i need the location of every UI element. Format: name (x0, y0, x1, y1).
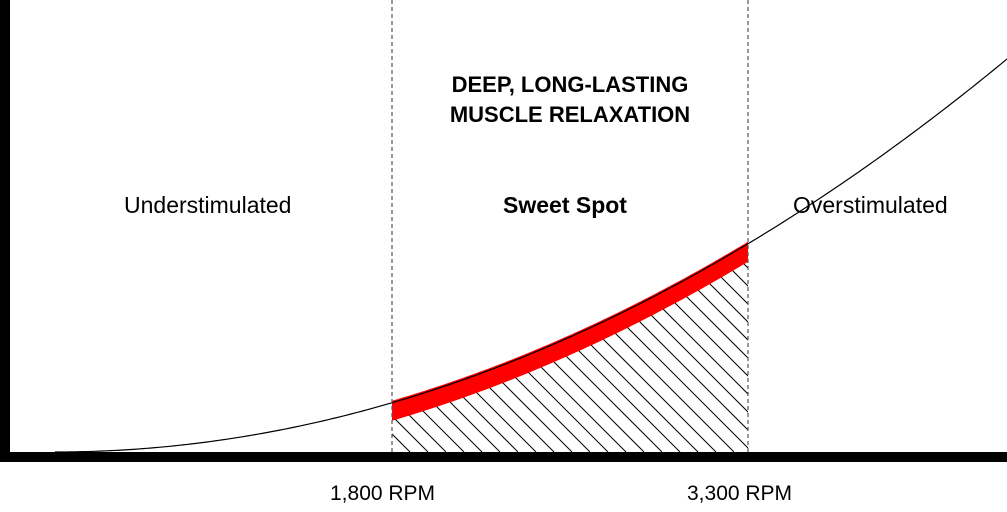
sweet-spot-highlight-band (392, 241, 748, 421)
hatch-line (392, 243, 519, 452)
hatch-line (595, 243, 748, 452)
understimulated-label: Understimulated (124, 192, 292, 218)
sweet-spot-title: DEEP, LONG-LASTING MUSCLE RELAXATION (392, 70, 748, 130)
overstimulated-label: Overstimulated (793, 192, 948, 218)
hatch-line (559, 243, 748, 452)
x-axis (0, 452, 1007, 462)
title-line-2: MUSCLE RELAXATION (449, 102, 691, 127)
hatch-line (392, 243, 501, 452)
hatch-line (577, 243, 748, 452)
hatch-line (541, 243, 748, 452)
threshold-label-3300: 3,300 RPM (687, 482, 793, 505)
stimulation-curve (54, 58, 1007, 453)
y-axis (0, 0, 10, 462)
threshold-label-1800: 1,800 RPM (330, 482, 436, 505)
title-line-1: DEEP, LONG-LASTING (451, 72, 689, 97)
sweet-spot-label: Sweet Spot (503, 192, 627, 218)
hatch-line (523, 243, 748, 452)
